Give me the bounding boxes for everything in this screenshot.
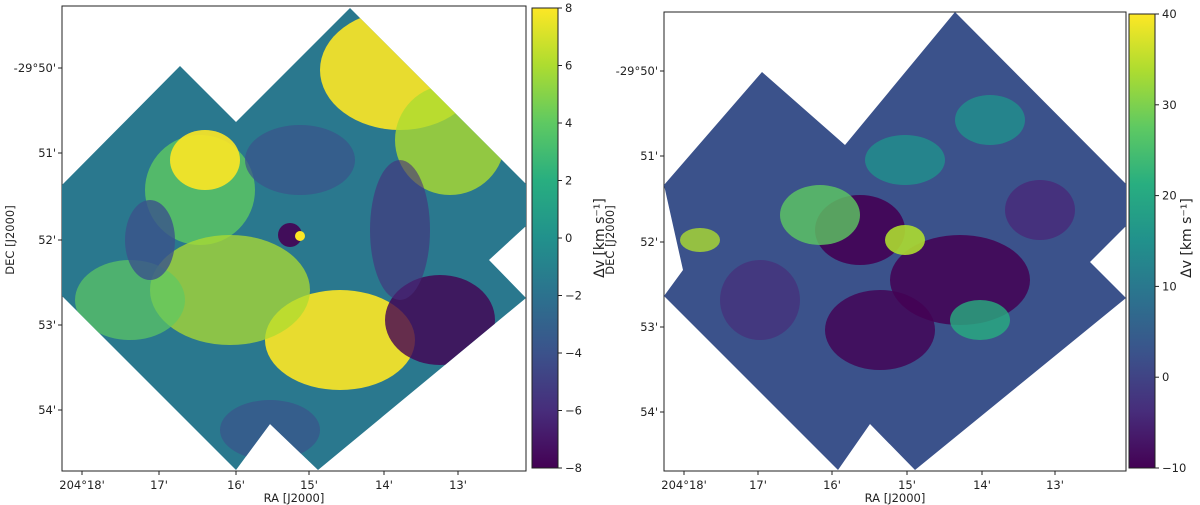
x-tick-label-left: 204°18' bbox=[59, 478, 105, 492]
x-tick-label-right: 15' bbox=[898, 478, 916, 492]
x-tick-label-left: 17' bbox=[150, 478, 168, 492]
x-tick-label-right: 17' bbox=[749, 478, 767, 492]
colorbar-right-tick-label: 0 bbox=[1162, 370, 1169, 384]
colorbar-left-tick-label: −2 bbox=[565, 289, 582, 303]
velocity-map-panel-left: 204°18' 17' 16' 15' 14' 13' -29°50' 51' … bbox=[3, 1, 608, 505]
colorbar-left-tick-label: −4 bbox=[565, 346, 582, 360]
colorbar-left-tick-label: 6 bbox=[565, 59, 572, 73]
colorbar-right bbox=[1128, 13, 1156, 469]
x-axis-label-left: RA [J2000] bbox=[264, 491, 325, 505]
x-tick-label-left: 13' bbox=[449, 478, 467, 492]
colorbar-right-tick-label: 30 bbox=[1162, 98, 1177, 112]
colorbar-left-tick-label: −6 bbox=[565, 404, 582, 418]
colorbar-label-right: Δv [km s⁻¹] bbox=[1179, 198, 1195, 278]
x-tick-label-left: 16' bbox=[227, 478, 245, 492]
colorbar-left-tick-label: 8 bbox=[565, 1, 572, 15]
y-tick-label-left: 53' bbox=[38, 318, 56, 332]
y-ticks-right bbox=[660, 70, 664, 413]
y-axis-label-left: DEC [J2000] bbox=[3, 205, 17, 274]
colorbar-right-tick-label: −10 bbox=[1162, 461, 1186, 475]
colorbar-ticks-right: 40 30 20 10 0 −10 bbox=[1155, 7, 1186, 475]
y-tick-label-right: -29°50' bbox=[616, 64, 658, 78]
y-tick-label-left: 52' bbox=[38, 233, 56, 247]
x-axis-label-right: RA [J2000] bbox=[865, 491, 926, 505]
y-tick-label-left: -29°50' bbox=[14, 61, 56, 75]
colorbar-left bbox=[531, 7, 559, 469]
x-ticks-right bbox=[683, 471, 1056, 475]
x-tick-label-right: 16' bbox=[823, 478, 841, 492]
x-tick-label-left: 15' bbox=[300, 478, 318, 492]
y-tick-label-right: 52' bbox=[640, 235, 658, 249]
y-tick-label-right: 54' bbox=[640, 405, 658, 419]
y-ticks-left bbox=[58, 67, 62, 411]
colorbar-right-tick-label: 20 bbox=[1162, 189, 1177, 203]
x-ticks-left bbox=[81, 471, 459, 475]
velocity-map-panel-right: 204°18' 17' 16' 15' 14' 13' -29°50' 51' … bbox=[603, 7, 1195, 505]
colorbar-left-tick-label: 2 bbox=[565, 174, 572, 188]
y-tick-label-left: 54' bbox=[38, 403, 56, 417]
y-tick-label-right: 51' bbox=[640, 149, 658, 163]
y-axis-label-right: DEC [J2000] bbox=[603, 205, 617, 274]
x-tick-label-right: 204°18' bbox=[661, 478, 707, 492]
x-tick-label-right: 14' bbox=[973, 478, 991, 492]
colorbar-ticks-left: 8 6 4 2 0 −2 −4 −6 −8 bbox=[558, 1, 582, 475]
colorbar-right-tick-label: 10 bbox=[1162, 279, 1177, 293]
y-tick-label-right: 53' bbox=[640, 320, 658, 334]
x-tick-label-left: 14' bbox=[375, 478, 393, 492]
colorbar-label-left: Δv [km s⁻¹] bbox=[592, 198, 608, 278]
colorbar-left-tick-label: 0 bbox=[565, 231, 572, 245]
colorbar-right-tick-label: 40 bbox=[1162, 7, 1177, 21]
colorbar-left-tick-label: 4 bbox=[565, 116, 572, 130]
colorbar-left-tick-label: −8 bbox=[565, 461, 582, 475]
y-tick-label-left: 51' bbox=[38, 146, 56, 160]
x-tick-label-right: 13' bbox=[1046, 478, 1064, 492]
